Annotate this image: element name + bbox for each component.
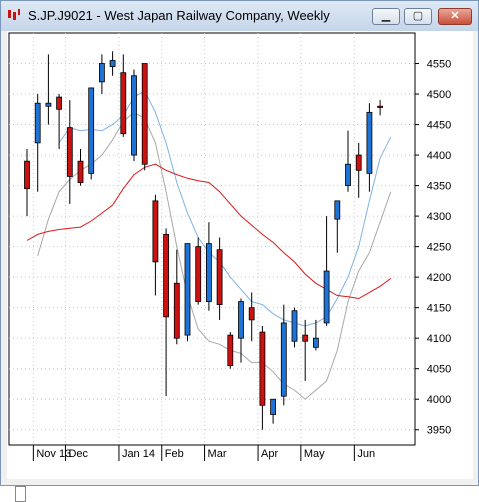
maximize-button[interactable]: ▢ [404, 8, 432, 25]
y-tick-label: 4550 [427, 59, 451, 71]
y-tick-label: 4350 [427, 181, 451, 193]
candle-up [205, 243, 212, 302]
ma-long-line [37, 111, 392, 400]
candle-down [173, 282, 180, 339]
x-tick-label: Feb [165, 448, 184, 460]
plot-frame [8, 32, 416, 446]
y-tick-label: 4200 [427, 272, 451, 284]
candle-down [195, 246, 202, 302]
ma-mid-line [26, 163, 392, 300]
y-tick-label: 4000 [427, 394, 451, 406]
candlestick-chart: 3950 4000 4050 4100 4150 4200 4250 4300 4350 4400… [8, 32, 451, 461]
close-button[interactable]: ✕ [438, 8, 472, 25]
candle-down [227, 334, 234, 367]
candle-up [291, 310, 298, 342]
candle-down [141, 63, 148, 165]
candle-up [99, 63, 105, 83]
y-tick-label: 4450 [427, 120, 451, 132]
candle-up [88, 87, 95, 174]
x-tick-label: Dec [68, 448, 88, 460]
candle-down [216, 249, 223, 306]
window-title: S.JP.J9021 - West Japan Railway Company,… [28, 8, 330, 23]
chart-scroll-handle[interactable] [15, 486, 26, 502]
x-tick-label: Apr [261, 448, 278, 460]
y-tick-label: 4500 [427, 89, 451, 101]
candle-up [45, 102, 52, 107]
x-tick-label: Jan 14 [122, 448, 155, 460]
candle-down [248, 307, 255, 321]
candle-down [77, 160, 84, 183]
candle-up [34, 102, 41, 144]
candle-up [366, 111, 373, 174]
candle-down [120, 72, 127, 135]
x-tick-label: Nov 13 [36, 448, 71, 460]
candle-down [377, 105, 384, 108]
candle-down [152, 200, 159, 263]
candle-down [302, 334, 309, 342]
candle-up [109, 60, 116, 67]
y-tick-label: 3950 [427, 425, 451, 437]
candle-up [312, 337, 319, 348]
candle-down [24, 160, 30, 190]
ma-short-line [58, 90, 392, 327]
candle-down [355, 154, 362, 171]
x-tick-label: May [304, 448, 325, 460]
title-bar[interactable]: S.JP.J9021 - West Japan Railway Company,… [1, 1, 478, 31]
chart-area: 3950 4000 4050 4100 4150 4200 4250 4300 4350 4400… [7, 31, 473, 502]
x-tick-label: Mar [208, 448, 227, 460]
candle-down [259, 331, 266, 406]
candle-up [334, 200, 341, 220]
candle-up [323, 270, 330, 324]
chart-app-icon [8, 9, 20, 20]
candle-down [66, 127, 73, 177]
y-tick-label: 4300 [427, 211, 451, 223]
minimize-button[interactable]: ▁ [372, 8, 400, 25]
candle-down [56, 96, 62, 110]
candle-up [270, 398, 277, 415]
candle-up [238, 301, 244, 339]
candle-up [345, 163, 351, 186]
y-tick-label: 4050 [427, 364, 451, 376]
y-tick-label: 4250 [427, 242, 451, 254]
candle-up [280, 322, 287, 397]
x-tick-label: Jun [357, 448, 375, 460]
candle-up [184, 243, 191, 336]
y-tick-label: 4400 [427, 150, 451, 162]
candle-up [131, 75, 137, 156]
candle-down [163, 234, 170, 318]
y-tick-label: 4100 [427, 333, 451, 345]
y-tick-label: 4150 [427, 303, 451, 315]
